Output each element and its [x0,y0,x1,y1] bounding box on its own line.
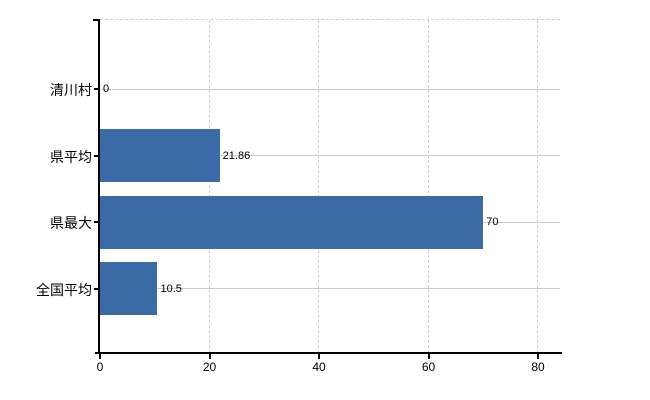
x-gridline [427,20,429,353]
x-gridline [537,20,538,353]
x-axis-line [95,352,562,354]
x-tick-label: 80 [531,360,545,374]
category-gridline [100,288,560,289]
x-axis-tick [99,353,101,359]
bar-value-label: 70 [486,216,499,228]
category-label: 清川村 [50,82,92,98]
plot-top-border [100,19,560,20]
bar-value-label: 21.86 [222,149,251,162]
y-axis-tick [94,88,100,90]
bar [100,195,484,249]
x-tick-label: 20 [202,360,217,374]
x-gridline [208,20,210,353]
y-axis-line [98,20,100,353]
category-label: 全国平均 [36,281,92,298]
x-tick-label: 40 [312,360,326,374]
category-label: 県最大 [50,215,92,231]
bar-value-label: 0 [103,83,110,95]
bar [100,262,158,315]
x-tick-label: 60 [421,360,436,374]
x-axis-tick [318,353,320,359]
x-axis-tick [537,353,539,359]
category-label: 県平均 [50,148,92,165]
x-gridline [318,20,319,353]
x-axis-tick [208,353,211,359]
y-axis-end-tick [93,19,100,21]
x-axis-tick [427,353,430,359]
x-tick-label: 0 [96,360,104,374]
bar [100,129,220,182]
bar-value-label: 10.5 [160,282,182,295]
y-axis-tick [94,154,100,157]
category-gridline [100,88,560,90]
y-axis-tick [94,221,100,223]
category-gridline [100,155,560,156]
y-axis-tick [94,287,100,290]
